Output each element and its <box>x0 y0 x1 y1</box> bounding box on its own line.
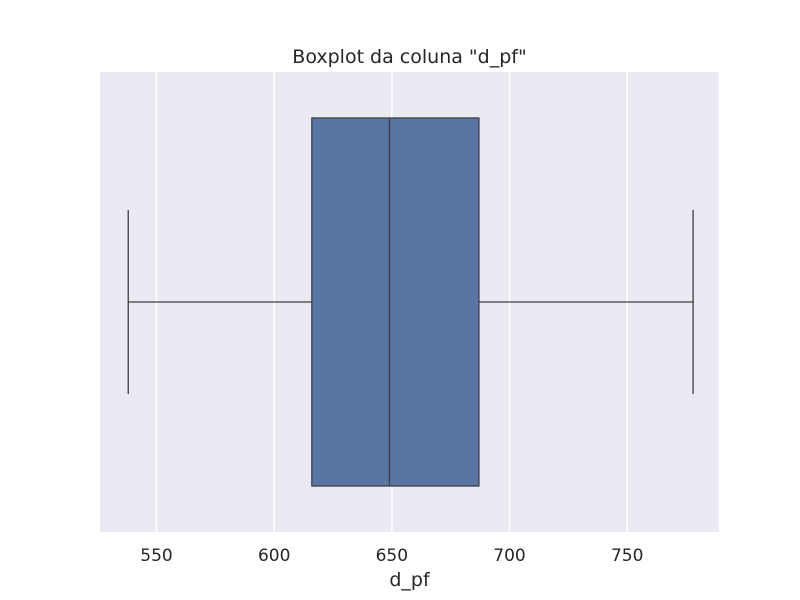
interquartile-box <box>311 117 480 487</box>
x-tick-label: 750 <box>611 546 643 566</box>
x-tick-label: 600 <box>258 546 290 566</box>
x-tick-label: 700 <box>493 546 525 566</box>
boxplot <box>127 117 694 487</box>
x-tick-label: 550 <box>140 546 172 566</box>
chart-title: Boxplot da coluna "d_pf" <box>292 46 526 68</box>
x-axis-label: d_pf <box>389 569 431 591</box>
x-axis-ticks: 550 600 650 700 750 <box>140 546 643 566</box>
x-tick-label: 650 <box>376 546 408 566</box>
